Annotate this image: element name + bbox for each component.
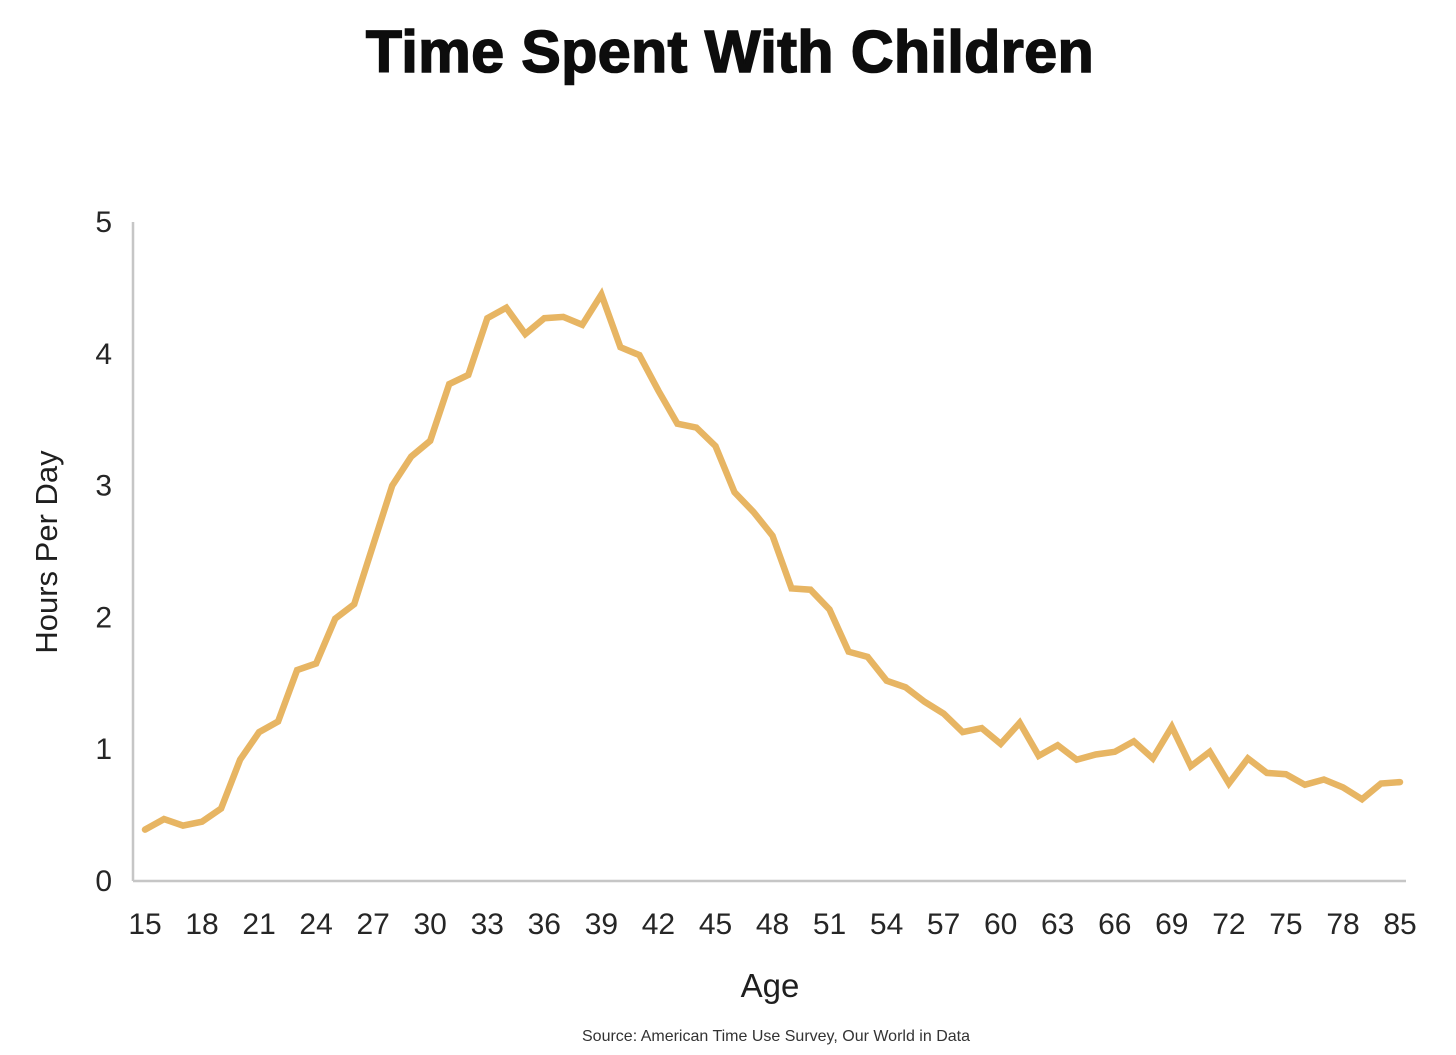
y-tick-label: 5 [95,206,112,239]
x-axis-tick-labels: 15 18 21 24 27 30 33 36 39 42 45 48 51 54 57 60 63 66 69 72… [128,908,1416,941]
x-tick-label: 33 [471,908,504,941]
x-tick-label: 39 [585,908,618,941]
x-tick-label: 45 [699,908,732,941]
x-tick-label: 75 [1269,908,1302,941]
x-tick-label: 42 [642,908,675,941]
y-axis-title: Hours Per Day [29,450,64,654]
x-tick-label: 66 [1098,908,1131,941]
x-tick-label: 57 [927,908,960,941]
x-tick-label: 30 [414,908,447,941]
y-tick-label: 3 [95,470,112,503]
time-with-children-line [141,287,1404,833]
y-tick-label: 4 [95,338,112,371]
x-tick-label: 60 [984,908,1017,941]
x-tick-label: 78 [1326,908,1359,941]
x-tick-label: 21 [242,908,275,941]
x-tick-label: 63 [1041,908,1074,941]
page-title: Time Spent With Children [366,19,1094,85]
x-tick-label: 18 [185,908,218,941]
x-tick-label: 15 [128,908,161,941]
y-tick-label: 1 [95,733,112,766]
y-axis-tick-labels: 0 1 2 3 4 5 [95,206,112,898]
x-tick-label: 54 [870,908,903,941]
x-tick-label: 36 [528,908,561,941]
x-tick-label: 51 [813,908,846,941]
x-tick-label: 85 [1383,908,1416,941]
source-note: Source: American Time Use Survey, Our Wo… [582,1028,970,1045]
x-tick-label: 24 [299,908,332,941]
x-tick-label: 69 [1155,908,1188,941]
x-tick-label: 72 [1212,908,1245,941]
x-tick-label: 27 [357,908,390,941]
x-tick-label: 48 [756,908,789,941]
y-tick-label: 0 [95,865,112,898]
y-tick-label: 2 [95,601,112,634]
x-axis-title: Age [741,967,800,1004]
